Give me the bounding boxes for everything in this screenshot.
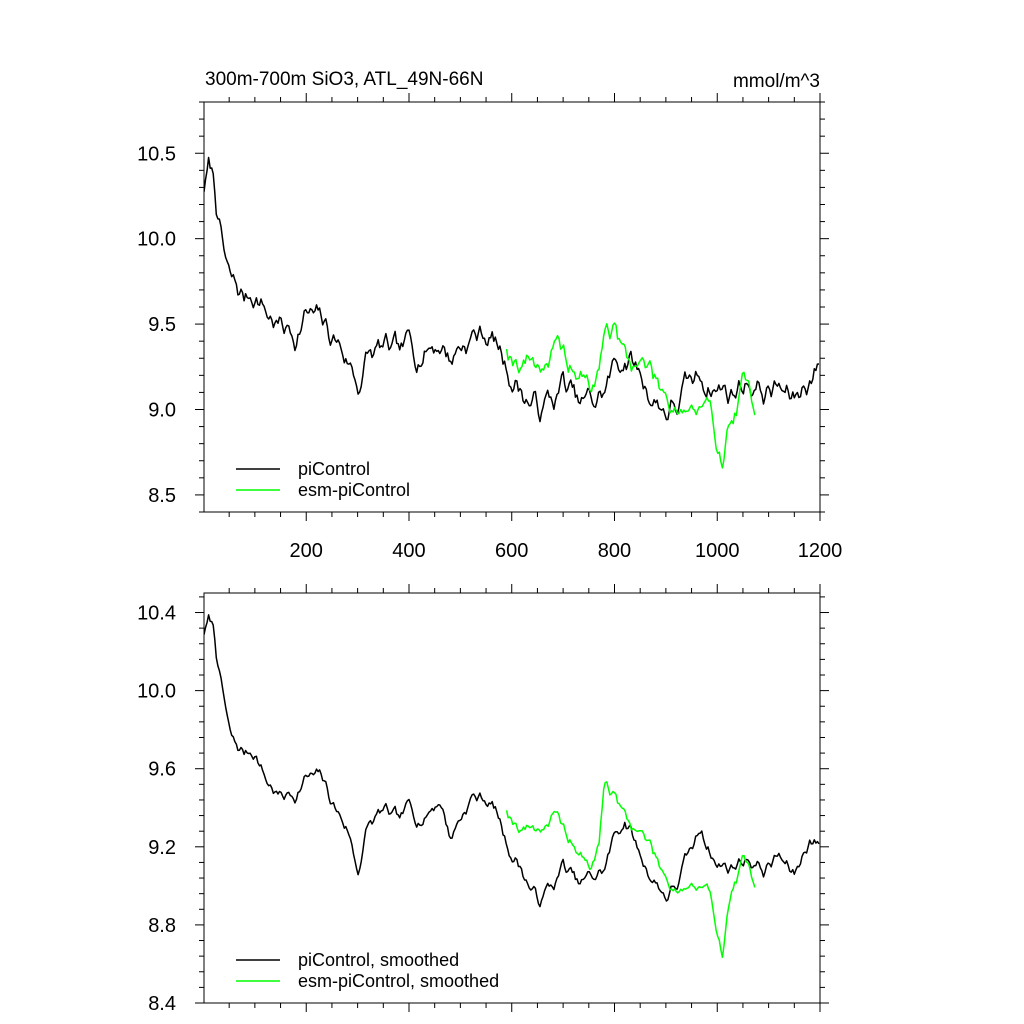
y-tick-label: 10.0 [137,681,176,703]
x-tick-label: 800 [598,540,631,562]
x-tick-label: 1200 [798,540,843,562]
y-tick-label: 9.0 [148,400,176,422]
y-tick-label: 9.5 [148,314,176,336]
y-tick-label: 10.5 [137,143,176,165]
series-line-picontrol [204,614,820,908]
legend-label: piControl, smoothed [298,950,459,970]
y-tick-label: 10.4 [137,603,176,625]
chart-units: mmol/m^3 [733,71,820,92]
y-tick-label: 9.6 [148,759,176,781]
y-tick-label: 8.8 [148,915,176,937]
x-tick-label: 600 [495,540,528,562]
x-tick-label: 1000 [695,540,740,562]
series-line-esm-picontrol [505,781,756,959]
series-line-picontrol [204,156,820,423]
y-tick-label: 8.4 [148,993,176,1015]
chart-title: 300m-700m SiO3, ATL_49N-66N [205,69,483,90]
legend-label: esm-piControl, smoothed [298,971,499,991]
x-tick-label: 400 [392,540,425,562]
x-tick-label: 200 [290,540,323,562]
bottom-panel: 8.4 8.8 9.2 9.6 10.0 10.4 piControl, smoothede… [137,584,829,1015]
legend-label: esm-piControl [298,480,410,500]
legend-label: piControl [298,459,370,479]
plot-frame [203,101,821,513]
y-tick-label: 8.5 [148,485,176,507]
y-tick-label: 10.0 [137,229,176,251]
top-panel: 200 400 600 800 1000 1200 8.5 9.0 9.5 10.0 10.5 piC… [137,93,842,562]
y-tick-label: 9.2 [148,837,176,859]
series-line-esm-picontrol [505,322,756,469]
